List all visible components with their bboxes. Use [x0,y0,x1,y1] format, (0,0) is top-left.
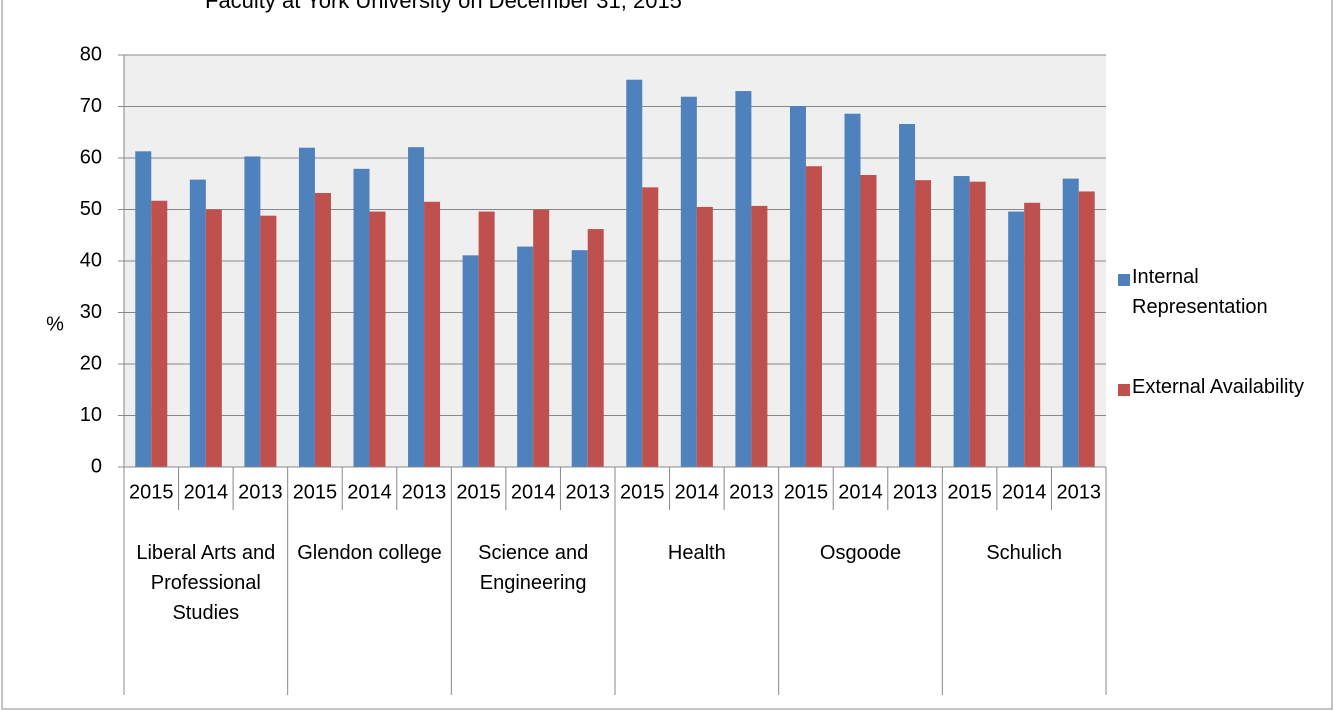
y-tick-label: 10 [80,404,102,426]
bar [369,211,386,467]
y-tick-label: 40 [80,249,102,271]
x-tick-label: 2013 [893,481,938,503]
bar [899,124,916,467]
bar [1024,202,1041,467]
x-tick-label: 2014 [838,481,883,503]
bar [408,147,425,467]
chart-title: Faculty at York University on December 3… [205,0,682,13]
group-label: Liberal Arts and Professional Studies [136,542,276,624]
bar [642,187,659,468]
bar [1078,191,1095,467]
bar [424,201,441,467]
x-tick-label: 2014 [347,481,392,503]
x-tick-label: 2015 [129,481,174,503]
bar [205,209,222,467]
bar [478,211,495,467]
x-tick-label: 2014 [675,481,720,503]
y-tick-label: 0 [91,455,102,477]
legend-swatch [1118,274,1130,286]
bar [462,255,479,467]
bar [1062,178,1079,467]
bar [314,193,331,467]
x-tick-label: 2014 [1002,481,1047,503]
bar [151,200,168,467]
group-label: Schulich [986,542,1062,564]
y-tick-label: 50 [80,198,102,220]
y-tick-label: 60 [80,146,102,168]
bar [571,250,588,467]
bar [680,96,697,467]
group-label: Glendon college [297,542,442,564]
bar [953,176,970,467]
bar [189,179,206,467]
y-axis-label: % [46,313,64,335]
legend-swatch [1118,384,1130,396]
bar [789,105,806,468]
bar [517,246,534,467]
group-label-box: Glendon college [297,542,442,564]
group-label-box: Schulich [986,542,1062,564]
x-tick-label: 2015 [456,481,501,503]
x-tick-label: 2013 [238,481,283,503]
bar [696,206,713,468]
y-tick-label: 80 [80,43,102,65]
x-tick-label: 2015 [784,481,829,503]
legend-label-box: Internal Representation [1132,266,1268,318]
x-tick-label: 2014 [184,481,229,503]
y-tick-label: 30 [80,301,102,323]
bar [735,91,752,468]
bar [135,151,152,467]
bar [915,180,932,467]
x-tick-label: 2013 [402,481,447,503]
bar [805,166,822,468]
group-label: Science and Engineering [478,542,589,594]
bar [298,147,315,467]
y-tick-label: 70 [80,95,102,117]
x-tick-label: 2015 [620,481,665,503]
x-tick-label: 2013 [1056,481,1101,503]
group-label-box: Liberal Arts and Professional Studies [136,542,276,624]
bar [587,229,604,467]
group-label-box: Osgoode [819,542,902,564]
legend-label: Internal Representation [1132,266,1268,318]
legend-label-box: External Availability [1132,376,1304,398]
x-tick-label: 2013 [729,481,774,503]
y-tick-label: 20 [80,352,102,374]
bar [751,205,768,467]
group-label: Health [667,542,726,564]
bar [533,209,550,467]
bar [260,215,277,467]
bar [244,156,261,467]
group-label-box: Health [667,542,726,564]
group-label: Osgoode [819,542,902,564]
x-tick-label: 2015 [947,481,992,503]
bar [353,168,370,467]
bar [860,174,877,467]
x-tick-label: 2014 [511,481,556,503]
bar [844,113,861,468]
bar [969,181,986,467]
x-tick-label: 2013 [565,481,610,503]
legend-label: External Availability [1132,376,1304,398]
bar [626,79,643,467]
bar [1008,211,1025,467]
group-label-box: Science and Engineering [478,542,589,594]
x-tick-label: 2015 [293,481,338,503]
